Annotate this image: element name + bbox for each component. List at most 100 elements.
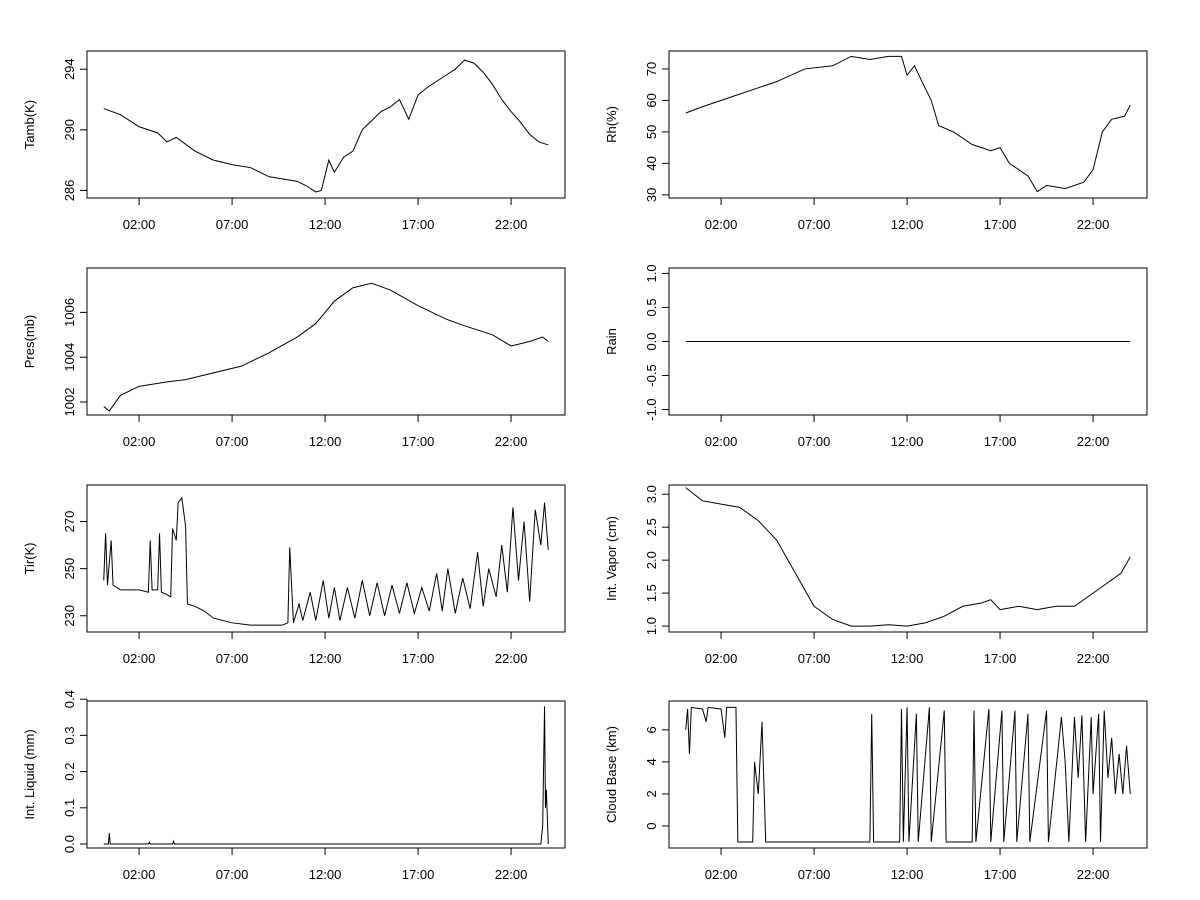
plot-frame	[86, 700, 566, 849]
x-tick-label: 02:00	[705, 434, 738, 449]
y-tick-label: 1.0	[644, 264, 659, 282]
data-line	[103, 706, 549, 845]
x-tick-label: 02:00	[123, 217, 156, 232]
y-axis-label: Int. Vapor (cm)	[604, 516, 619, 601]
plot-frame	[86, 50, 566, 199]
x-tick-label: 12:00	[309, 217, 342, 232]
y-tick-label: 250	[62, 558, 77, 580]
panel: 02:00 07:00 12:00 17:00 22:00 230 250 270 Tir(K)	[22, 484, 566, 666]
panel: 02:00 07:00 12:00 17:00 22:00 0.0 0.1 0.2 0.3 0.4…	[22, 690, 566, 882]
y-tick-label: 1.5	[644, 584, 659, 602]
x-tick-label: 22:00	[495, 217, 528, 232]
x-tick-label: 17:00	[402, 651, 435, 666]
plot-frame	[668, 484, 1148, 633]
y-tick-label: -0.5	[644, 364, 659, 386]
y-tick-label: 0.2	[62, 763, 77, 781]
x-tick-label: 22:00	[1077, 651, 1110, 666]
y-tick-label: 294	[62, 58, 77, 80]
y-axis-label: Tamb(K)	[22, 100, 37, 149]
x-tick-label: 12:00	[891, 867, 924, 882]
y-tick-label: 30	[644, 188, 659, 202]
y-tick-label: 1004	[62, 343, 77, 372]
data-line	[685, 55, 1131, 193]
x-tick-label: 12:00	[891, 434, 924, 449]
x-tick-label: 02:00	[123, 434, 156, 449]
y-tick-label: 0.1	[62, 799, 77, 817]
x-tick-label: 22:00	[495, 651, 528, 666]
x-tick-label: 17:00	[984, 434, 1017, 449]
y-axis-label: Int. Liquid (mm)	[22, 729, 37, 819]
y-tick-label: 0.0	[644, 332, 659, 350]
x-tick-label: 12:00	[309, 867, 342, 882]
y-tick-label: 6	[644, 726, 659, 733]
y-tick-label: 286	[62, 180, 77, 202]
y-axis-label: Tir(K)	[22, 542, 37, 574]
y-tick-label: 0.5	[644, 298, 659, 316]
x-tick-label: 17:00	[402, 867, 435, 882]
data-line	[685, 706, 1131, 843]
y-tick-label: 1002	[62, 388, 77, 417]
x-tick-label: 12:00	[891, 217, 924, 232]
x-tick-label: 22:00	[495, 434, 528, 449]
y-tick-label: 2.0	[644, 551, 659, 569]
x-tick-label: 07:00	[798, 217, 831, 232]
y-tick-label: 1006	[62, 298, 77, 327]
x-tick-label: 07:00	[216, 217, 249, 232]
y-tick-label: 0	[644, 822, 659, 829]
plot-frame	[86, 267, 566, 416]
y-tick-label: 2.5	[644, 518, 659, 536]
y-tick-label: 1.0	[644, 617, 659, 635]
x-tick-label: 07:00	[798, 651, 831, 666]
panel: 02:00 07:00 12:00 17:00 22:00 1002 1004 1006 Pre…	[22, 267, 566, 449]
x-tick-label: 12:00	[891, 651, 924, 666]
x-tick-label: 12:00	[309, 651, 342, 666]
plot-frame	[668, 50, 1148, 199]
x-tick-label: 12:00	[309, 434, 342, 449]
y-tick-label: 50	[644, 125, 659, 139]
x-tick-label: 17:00	[402, 434, 435, 449]
panel: 02:00 07:00 12:00 17:00 22:00 -1.0 -0.5 0.0 0.5 1…	[604, 264, 1148, 449]
data-line	[685, 487, 1131, 627]
y-tick-label: 0.3	[62, 726, 77, 744]
data-line	[103, 496, 549, 626]
y-axis-label: Cloud Base (km)	[604, 726, 619, 823]
y-tick-label: 290	[62, 119, 77, 141]
x-tick-label: 07:00	[798, 867, 831, 882]
x-tick-label: 07:00	[216, 434, 249, 449]
y-tick-label: 230	[62, 605, 77, 627]
y-tick-label: -1.0	[644, 398, 659, 420]
panel: 02:00 07:00 12:00 17:00 22:00 286 290 294 Tamb(K…	[22, 50, 566, 232]
x-tick-label: 22:00	[495, 867, 528, 882]
y-axis-label: Rh(%)	[604, 106, 619, 143]
y-tick-label: 60	[644, 93, 659, 107]
x-tick-label: 02:00	[705, 867, 738, 882]
x-tick-label: 07:00	[216, 651, 249, 666]
panel: 02:00 07:00 12:00 17:00 22:00 0 2 4 6 Cloud Base …	[604, 700, 1148, 882]
x-tick-label: 17:00	[984, 651, 1017, 666]
y-tick-label: 2	[644, 790, 659, 797]
x-tick-label: 17:00	[402, 217, 435, 232]
x-tick-label: 22:00	[1077, 867, 1110, 882]
y-tick-label: 0.4	[62, 690, 77, 708]
y-axis-label: Pres(mb)	[22, 315, 37, 368]
x-tick-label: 07:00	[216, 867, 249, 882]
data-line	[103, 282, 549, 412]
x-tick-label: 22:00	[1077, 217, 1110, 232]
x-tick-label: 22:00	[1077, 434, 1110, 449]
panel: 02:00 07:00 12:00 17:00 22:00 1.0 1.5 2.0 2.5 3.0…	[604, 484, 1148, 666]
y-tick-label: 270	[62, 511, 77, 533]
y-tick-label: 0.0	[62, 835, 77, 853]
panel: 02:00 07:00 12:00 17:00 22:00 30 40 50 60 70 Rh(%)	[604, 50, 1148, 232]
x-tick-label: 02:00	[123, 867, 156, 882]
x-tick-label: 02:00	[123, 651, 156, 666]
x-tick-label: 02:00	[705, 217, 738, 232]
x-tick-label: 07:00	[798, 434, 831, 449]
x-tick-label: 17:00	[984, 217, 1017, 232]
y-tick-label: 4	[644, 758, 659, 765]
x-tick-label: 02:00	[705, 651, 738, 666]
x-tick-label: 17:00	[984, 867, 1017, 882]
y-axis-label: Rain	[604, 328, 619, 355]
y-tick-label: 3.0	[644, 485, 659, 503]
y-tick-label: 40	[644, 156, 659, 170]
